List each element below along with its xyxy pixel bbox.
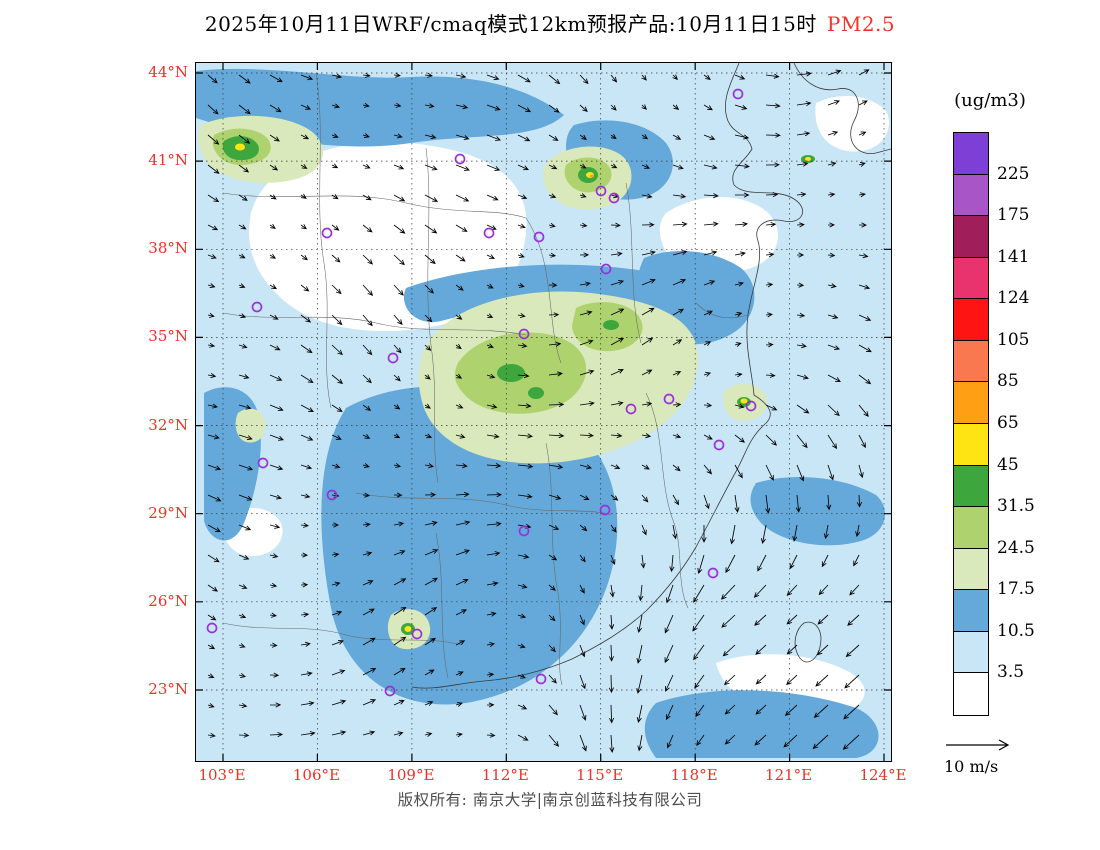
city-marker-circle-icon [533, 231, 545, 243]
city-marker-circle-icon [411, 628, 423, 640]
longitude-tick-label: 121°E [765, 766, 813, 784]
city-marker-circle-icon [608, 192, 620, 204]
city-marker-circle-icon [599, 504, 611, 516]
colorbar-tick-label: 85 [997, 371, 1019, 392]
colorbar-cell [954, 423, 988, 466]
city-marker-circle-icon [535, 673, 547, 685]
city-marker-circle-icon [384, 685, 396, 697]
colorbar-cell [954, 382, 988, 424]
city-marker-circle-icon [518, 525, 530, 537]
latitude-tick-label: 41°N [148, 151, 188, 170]
title-text: 2025年10月11日WRF/cmaq模式12km预报产品:10月11日15时 [204, 12, 817, 36]
map-canvas [195, 62, 892, 762]
longitude-tick-label: 115°E [576, 766, 624, 784]
city-marker-circle-icon [454, 153, 466, 165]
colorbar-tick-label: 31.5 [997, 496, 1035, 517]
latitude-tick-label: 38°N [148, 239, 188, 258]
city-marker-circle-icon [326, 489, 338, 501]
colorbar-cell [954, 631, 988, 674]
city-marker-circle-icon [600, 263, 612, 275]
city-marker-circle-icon [595, 185, 607, 197]
colorbar-cell [954, 174, 988, 217]
colorbar-tick-label: 65 [997, 412, 1019, 433]
city-marker-circle-icon [732, 88, 744, 100]
title-pollutant: PM2.5 [826, 12, 896, 36]
colorbar-cell [954, 590, 988, 632]
latitude-tick-label: 32°N [148, 415, 188, 434]
colorbar-tick-label: 225 [997, 163, 1030, 184]
coastline-and-province-boundaries [222, 63, 891, 689]
city-marker-circle-icon [321, 227, 333, 239]
colorbar-cell [954, 507, 988, 549]
colorbar-tick-label: 24.5 [997, 537, 1035, 558]
wind-scale-arrow-icon [946, 739, 1010, 751]
colorbar-cell [954, 673, 988, 715]
colorbar [953, 132, 989, 716]
colorbar-cell [954, 216, 988, 258]
city-marker-circle-icon [713, 439, 725, 451]
page-title: 2025年10月11日WRF/cmaq模式12km预报产品:10月11日15时 P… [0, 8, 1100, 37]
colorbar-tick-label: 105 [997, 329, 1030, 350]
colorbar-tick-label: 124 [997, 288, 1030, 309]
colorbar-cell [954, 548, 988, 591]
latitude-tick-label: 44°N [148, 63, 188, 81]
city-marker-circle-icon [518, 328, 530, 340]
city-markers [206, 88, 757, 697]
city-marker-circle-icon [257, 457, 269, 469]
wind-scale-label: 10 m/s [944, 757, 999, 776]
colorbar-tick-label: 141 [997, 246, 1030, 267]
wind-vector-field [207, 69, 872, 753]
city-marker-circle-icon [206, 622, 218, 634]
longitude-tick-label: 112°E [481, 766, 529, 784]
longitude-tick-label: 124°E [859, 766, 907, 784]
latitude-tick-label: 29°N [148, 503, 188, 522]
city-marker-circle-icon [707, 567, 719, 579]
city-marker-circle-icon [483, 227, 495, 239]
latitude-tick-label: 35°N [148, 327, 188, 346]
colorbar-cell [954, 133, 988, 175]
colorbar-cell [954, 257, 988, 300]
axis-tick-marks [196, 63, 891, 761]
colorbar-cell [954, 465, 988, 508]
city-marker-circle-icon [745, 400, 757, 412]
latitude-tick-label: 23°N [148, 679, 188, 698]
colorbar-cell [954, 299, 988, 341]
latitude-tick-label: 26°N [148, 591, 188, 610]
longitude-tick-label: 118°E [670, 766, 718, 784]
pm25-contour-field [196, 63, 891, 761]
longitude-tick-label: 103°E [198, 766, 246, 784]
colorbar-tick-label: 45 [997, 454, 1019, 475]
city-marker-circle-icon [251, 301, 263, 313]
colorbar-unit-label: (ug/m3) [954, 90, 1026, 111]
city-marker-circle-icon [387, 352, 399, 364]
city-marker-circle-icon [625, 403, 637, 415]
longitude-tick-label: 109°E [387, 766, 435, 784]
colorbar-tick-label: 3.5 [997, 662, 1025, 683]
colorbar-tick-label: 175 [997, 205, 1030, 226]
city-marker-circle-icon [663, 393, 675, 405]
copyright-text: 版权所有: 南京大学|南京创蓝科技有限公司 [397, 791, 703, 809]
wind-scale-legend: 10 m/s [942, 736, 1062, 776]
colorbar-tick-label: 17.5 [997, 579, 1035, 600]
colorbar-cell [954, 340, 988, 383]
colorbar-tick-label: 10.5 [997, 620, 1035, 641]
longitude-tick-label: 106°E [292, 766, 340, 784]
